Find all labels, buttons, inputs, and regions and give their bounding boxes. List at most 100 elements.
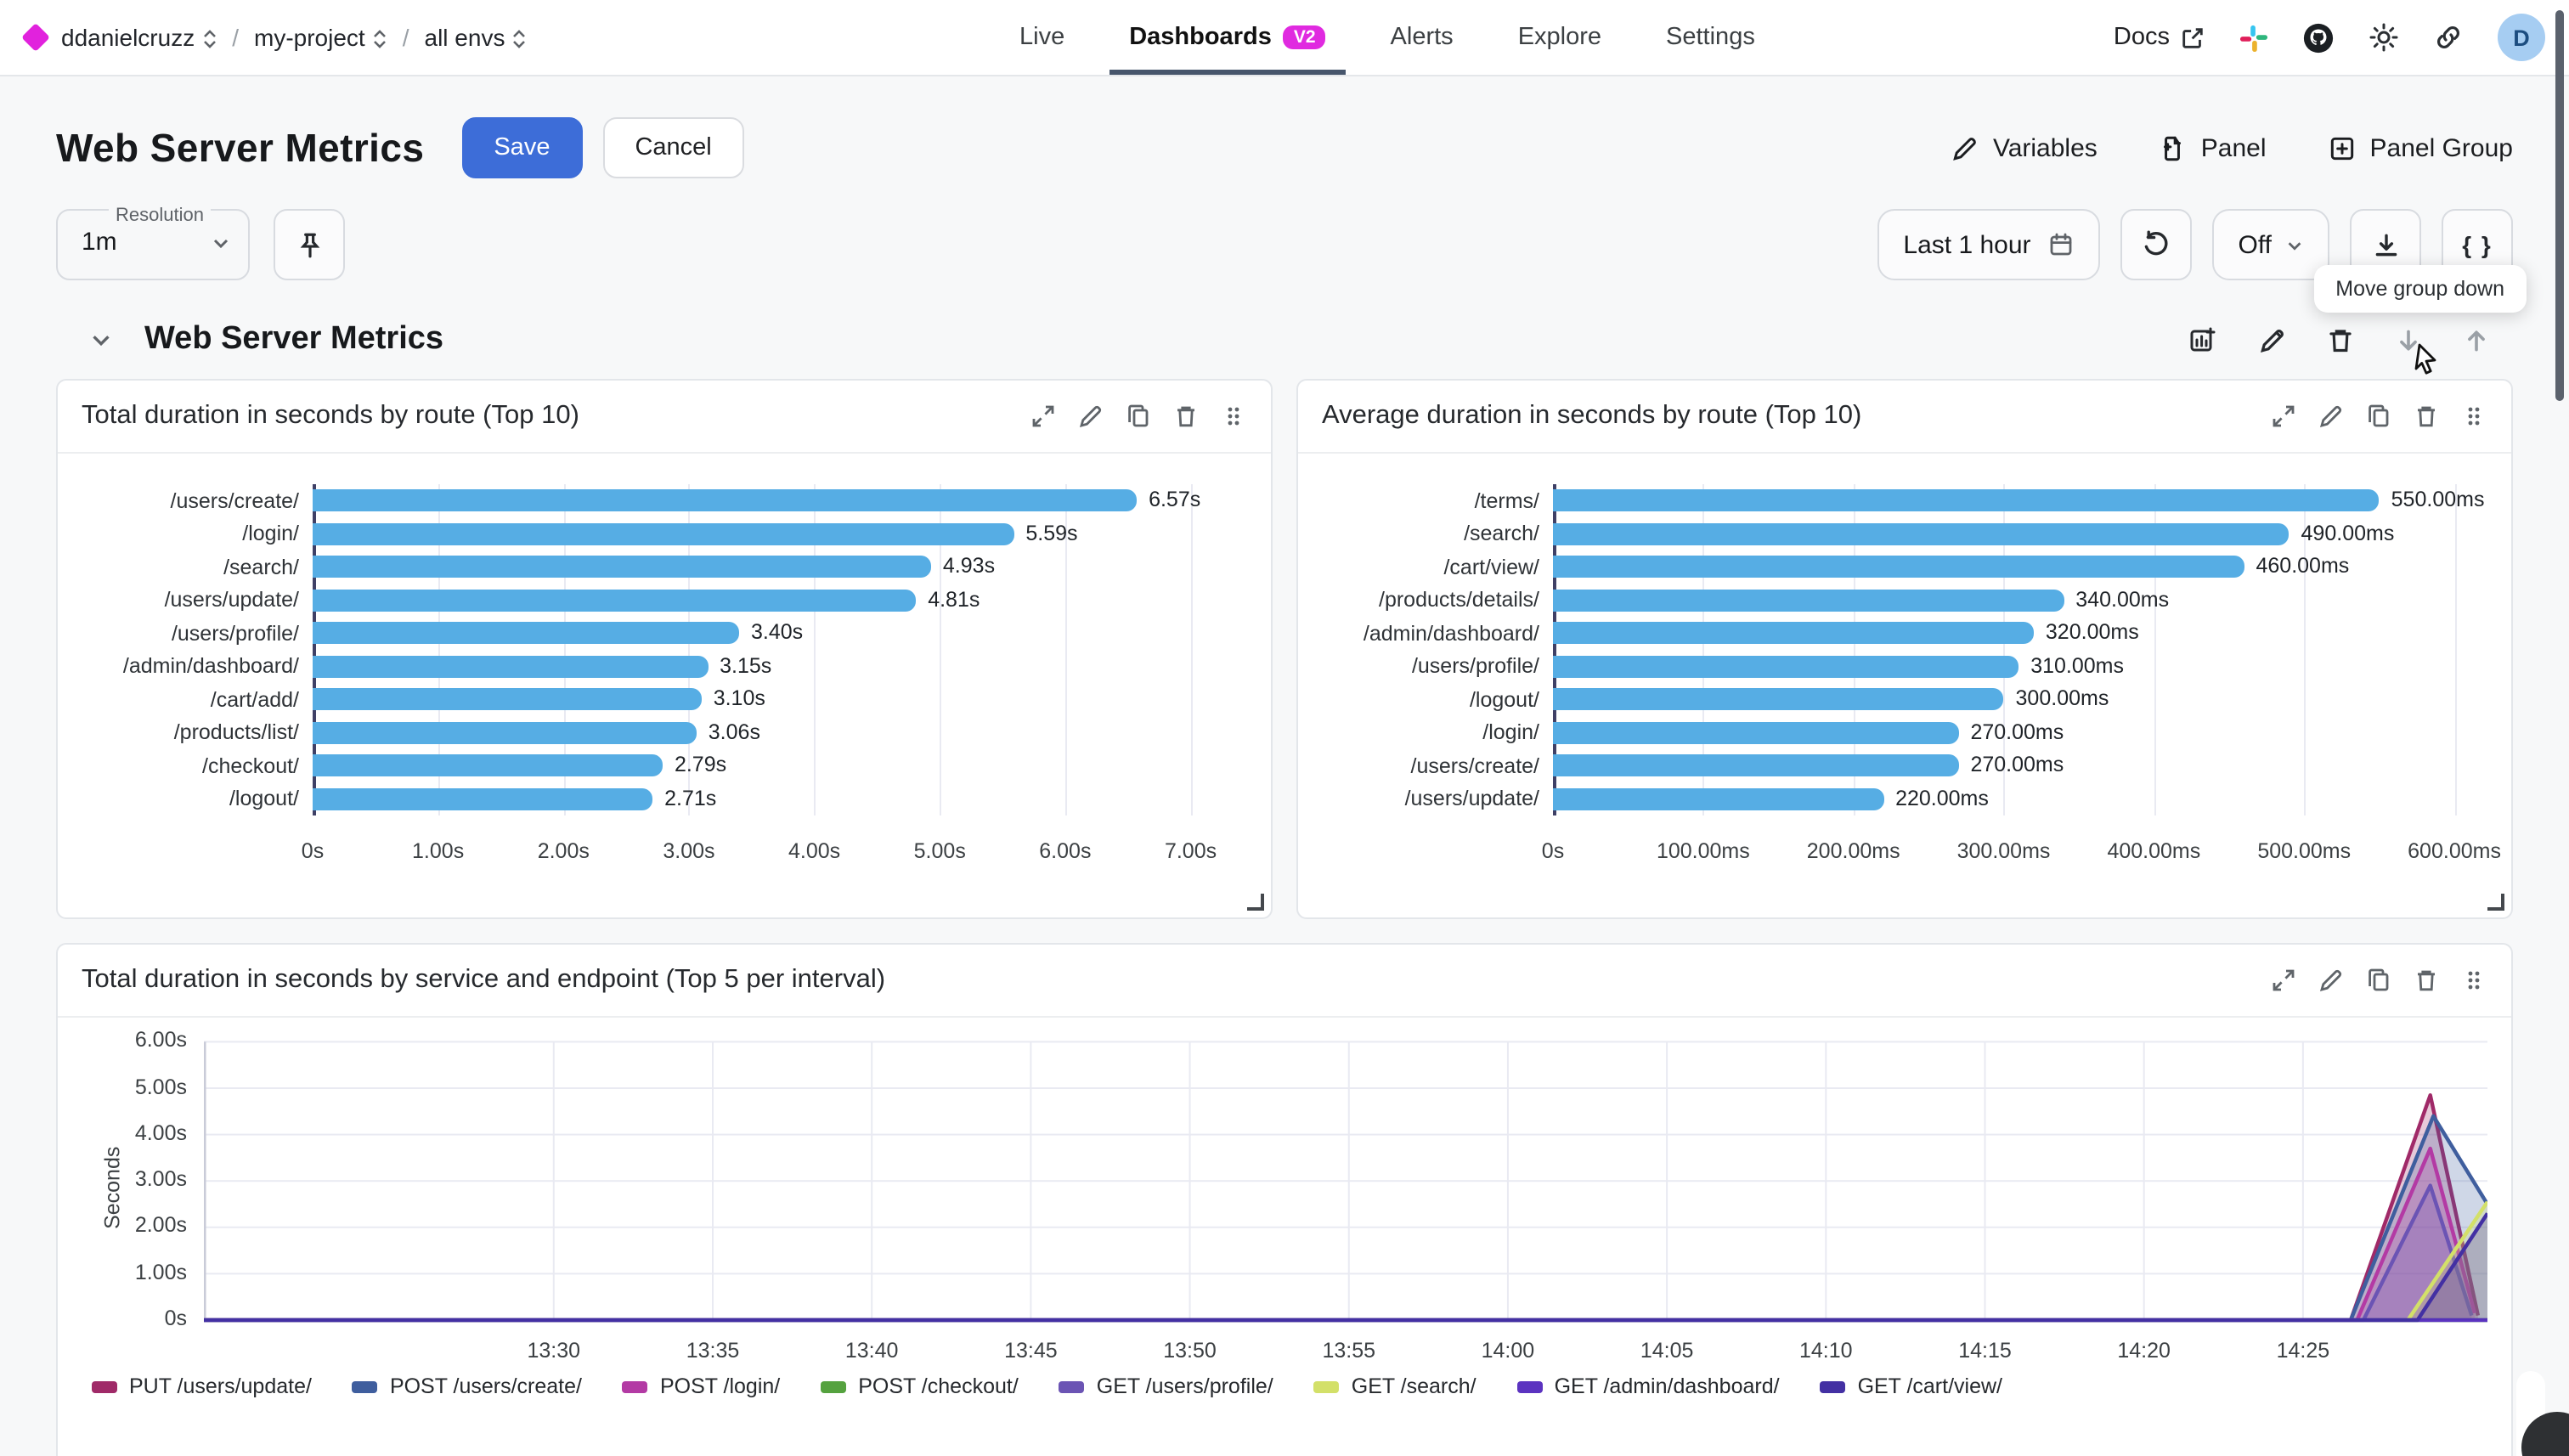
bar[interactable] (1553, 787, 1884, 810)
variables-button[interactable]: Variables (1951, 133, 2098, 162)
cancel-button[interactable]: Cancel (602, 117, 744, 178)
drag-handle-icon[interactable] (2460, 403, 2487, 430)
legend-item[interactable]: PUT /users/update/ (92, 1374, 312, 1398)
x-tick-label: 13:40 (844, 1339, 899, 1363)
edit-group-icon[interactable] (2258, 325, 2287, 354)
select-arrows-icon (513, 29, 526, 48)
panel-resize-handle[interactable] (1247, 894, 1264, 911)
legend-item[interactable]: POST /login/ (622, 1374, 780, 1398)
bar[interactable] (1553, 556, 2244, 578)
x-tick-label: 400.00ms (2107, 839, 2201, 863)
refresh-button[interactable] (2120, 209, 2193, 280)
legend-item[interactable]: GET /users/profile/ (1059, 1374, 1273, 1398)
move-group-up-icon[interactable] (2462, 325, 2491, 354)
pin-resolution-button[interactable] (274, 209, 345, 280)
theme-sun-icon[interactable] (2369, 22, 2399, 53)
move-group-down-icon[interactable] (2394, 325, 2423, 354)
edit-panel-icon[interactable] (2318, 403, 2345, 430)
github-icon[interactable] (2302, 21, 2335, 54)
docs-link[interactable]: Docs (2114, 24, 2205, 51)
nav-item-alerts[interactable]: Alerts (1391, 0, 1454, 75)
refresh-rate-select[interactable]: Off (2212, 209, 2329, 280)
bar[interactable] (1553, 721, 1959, 744)
bar[interactable] (313, 556, 931, 578)
save-button[interactable]: Save (461, 117, 583, 178)
legend-item[interactable]: GET /search/ (1313, 1374, 1476, 1398)
drag-handle-icon[interactable] (1220, 403, 1247, 430)
bar[interactable] (313, 655, 709, 678)
x-tick-label: 300.00ms (1956, 839, 2051, 863)
duplicate-panel-icon[interactable] (2365, 967, 2392, 994)
bar[interactable] (313, 787, 653, 810)
legend-label: GET /search/ (1351, 1374, 1476, 1398)
bar[interactable] (1553, 688, 2004, 711)
bar[interactable] (1553, 754, 1959, 777)
x-tick-label: 7.00s (1164, 839, 1217, 863)
bar-plot-area[interactable]: /terms/550.00ms/search/490.00ms/cart/vie… (1322, 484, 2487, 815)
drag-handle-icon[interactable] (2460, 967, 2487, 994)
legend-item[interactable]: GET /admin/dashboard/ (1516, 1374, 1780, 1398)
project-selector[interactable]: my-project (254, 24, 387, 51)
bar[interactable] (313, 589, 917, 612)
bar[interactable] (1553, 522, 2290, 545)
user-avatar[interactable]: D (2498, 14, 2545, 61)
bottom-panel-row: Total duration in seconds by service and… (56, 943, 2513, 1456)
bar[interactable] (1553, 655, 2019, 678)
nav-item-settings[interactable]: Settings (1666, 0, 1755, 75)
duplicate-panel-icon[interactable] (1125, 403, 1152, 430)
nav-label: Live (1019, 24, 1065, 51)
bar-category-label: /checkout/ (202, 753, 299, 778)
bar[interactable] (313, 489, 1138, 512)
delete-group-icon[interactable] (2326, 325, 2355, 354)
bar-value-label: 6.57s (1149, 488, 1201, 512)
bar-plot-area[interactable]: /users/create/6.57s/login/5.59s/search/4… (82, 484, 1247, 815)
expand-icon[interactable] (2270, 403, 2297, 430)
delete-panel-icon[interactable] (2413, 967, 2440, 994)
hbar-chart: /users/create/6.57s/login/5.59s/search/4… (58, 454, 1271, 883)
page-scrollbar[interactable] (2555, 10, 2564, 401)
bar[interactable] (313, 721, 697, 744)
gridline (940, 484, 942, 815)
add-panel-button[interactable]: Panel (2159, 133, 2267, 162)
gridline (814, 484, 816, 815)
nav-item-live[interactable]: Live (1019, 0, 1064, 75)
bar-value-label: 310.00ms (2030, 653, 2125, 678)
bar[interactable] (1553, 489, 2380, 512)
bar-track: 270.00ms (1553, 753, 2487, 777)
slack-icon[interactable] (2239, 23, 2268, 52)
resolution-select[interactable]: Resolution 1m (56, 206, 250, 280)
time-range-button[interactable]: Last 1 hour (1877, 209, 2101, 280)
collapse-group-chevron-icon[interactable] (88, 327, 114, 353)
org-selector[interactable]: ddanielcruzz (61, 24, 217, 51)
bar[interactable] (1553, 622, 2034, 645)
bar-value-label: 300.00ms (2015, 686, 2109, 711)
duplicate-panel-icon[interactable] (2365, 403, 2392, 430)
share-link-icon[interactable] (2433, 22, 2464, 53)
nav-item-explore[interactable]: Explore (1518, 0, 1601, 75)
bar[interactable] (313, 754, 663, 777)
edit-panel-icon[interactable] (2318, 967, 2345, 994)
bar-row: /terms/550.00ms (1322, 484, 2487, 517)
add-panel-group-button[interactable]: Panel Group (2328, 133, 2513, 162)
y-tick-label: 2.00s (134, 1213, 187, 1238)
expand-icon[interactable] (1030, 403, 1057, 430)
delete-panel-icon[interactable] (2413, 403, 2440, 430)
add-chart-icon[interactable] (2188, 324, 2219, 355)
panel-resize-handle[interactable] (2487, 894, 2504, 911)
legend-item[interactable]: POST /checkout/ (821, 1374, 1019, 1398)
panel-title: Total duration in seconds by service and… (82, 965, 886, 994)
bar[interactable] (313, 622, 739, 645)
bar-row: /admin/dashboard/320.00ms (1322, 617, 2487, 650)
bar[interactable] (313, 522, 1014, 545)
env-selector[interactable]: all envs (425, 24, 528, 51)
plot-area[interactable] (204, 1038, 2487, 1330)
expand-icon[interactable] (2270, 967, 2297, 994)
legend-item[interactable]: POST /users/create/ (352, 1374, 582, 1398)
delete-panel-icon[interactable] (1172, 403, 1200, 430)
bar[interactable] (313, 688, 702, 711)
calendar-icon (2051, 233, 2072, 256)
bar[interactable] (1553, 589, 2064, 612)
nav-item-dashboards[interactable]: Dashboards V2 (1109, 0, 1347, 75)
edit-panel-icon[interactable] (1077, 403, 1104, 430)
legend-item[interactable]: GET /cart/view/ (1820, 1374, 2002, 1398)
